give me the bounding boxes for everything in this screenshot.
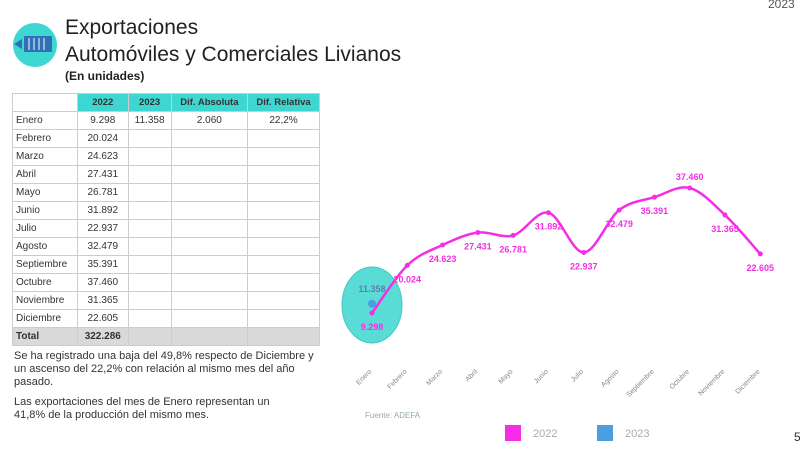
- x-tick-label: Febrero: [386, 368, 408, 390]
- data-label: 26.781: [499, 244, 527, 254]
- data-label: 22.937: [570, 261, 598, 271]
- header-row: 2022 2023 Dif. Absoluta Dif. Relativa: [12, 93, 320, 112]
- data-label: 22.605: [747, 263, 775, 273]
- table-row: Marzo 24.623: [12, 147, 320, 166]
- x-tick-label: Enero: [355, 368, 373, 386]
- table-row: Octubre 37.460: [12, 273, 320, 292]
- data-label: 20.024: [394, 274, 422, 284]
- title-line: Automóviles y Comerciales Livianos: [65, 43, 402, 66]
- point: [475, 230, 481, 236]
- note: Las exportaciones del mes de Enero repre…: [14, 396, 270, 421]
- x-tick-label: Octubre: [669, 368, 692, 391]
- point: [581, 249, 587, 255]
- legend-label: 2022: [533, 428, 557, 440]
- data-label: 9.298: [361, 322, 384, 332]
- legend-swatch: [505, 425, 521, 441]
- data-label: 32.479: [605, 219, 633, 229]
- data-label: 31.892: [535, 222, 563, 232]
- table-row: Febrero 20.024: [12, 129, 320, 148]
- point: [440, 242, 446, 248]
- x-tick-label: Diciembre: [734, 368, 761, 395]
- page-number: 5: [794, 430, 800, 444]
- header-cell: Dif. Absoluta: [170, 93, 249, 112]
- table-row: Total 322.286: [12, 327, 320, 346]
- table-row: Diciembre 22.605: [12, 309, 320, 328]
- x-tick-label: Agosto: [600, 368, 620, 388]
- legend-swatch: [597, 425, 613, 441]
- data-label: 11.358: [358, 284, 385, 294]
- data-table: 2022 2023 Dif. Absoluta Dif. Relativa Enero 9…: [12, 93, 320, 346]
- note: Se ha registrado una baja del 49,8% resp…: [14, 350, 314, 388]
- x-tick-label: Marzo: [425, 368, 444, 387]
- table-row: Agosto 32.479: [12, 237, 320, 256]
- data-label: 31.365: [711, 224, 739, 234]
- data-label: 24.623: [429, 254, 457, 264]
- point: [368, 299, 376, 308]
- table-cell: [170, 327, 249, 346]
- point: [722, 212, 728, 218]
- table-cell: [247, 327, 320, 346]
- x-tick-label: Mayo: [498, 368, 515, 385]
- point: [404, 262, 410, 268]
- icon: [13, 23, 57, 67]
- point: [757, 251, 763, 257]
- table-row: Noviembre 31.365: [12, 291, 320, 310]
- line: [370, 186, 762, 314]
- subtitle: (En unidades): [65, 69, 145, 83]
- point: [546, 210, 551, 216]
- point: [687, 185, 693, 191]
- point: [369, 310, 375, 316]
- x-tick-label: Abril: [464, 368, 479, 383]
- table-cell: Total: [12, 327, 78, 346]
- point: [651, 194, 657, 200]
- title-line: Exportaciones: [65, 16, 199, 39]
- x-tick-label: Noviembre: [698, 368, 727, 397]
- title: Exportaciones Automóviles y Comerciales …: [65, 14, 401, 68]
- legend-label: 2023: [625, 428, 649, 440]
- header-cell: Dif. Relativa: [247, 93, 320, 112]
- table-cell: [127, 327, 172, 346]
- point: [510, 232, 516, 238]
- x-tick-label: Septiembre: [626, 368, 656, 398]
- table-cell: 322.286: [77, 327, 129, 346]
- data-label: 37.460: [676, 172, 704, 182]
- x-tick-label: Junio: [533, 368, 550, 385]
- data-label: 35.391: [641, 206, 669, 216]
- data-label: 27.431: [464, 242, 492, 252]
- point: [616, 207, 622, 213]
- source: Fuente: ADEFA: [365, 411, 421, 420]
- corner-year: 2023: [768, 0, 795, 11]
- table-row: Enero 9.298 11.358 2.060 22,2%: [12, 111, 320, 130]
- x-tick-label: Julio: [570, 368, 585, 383]
